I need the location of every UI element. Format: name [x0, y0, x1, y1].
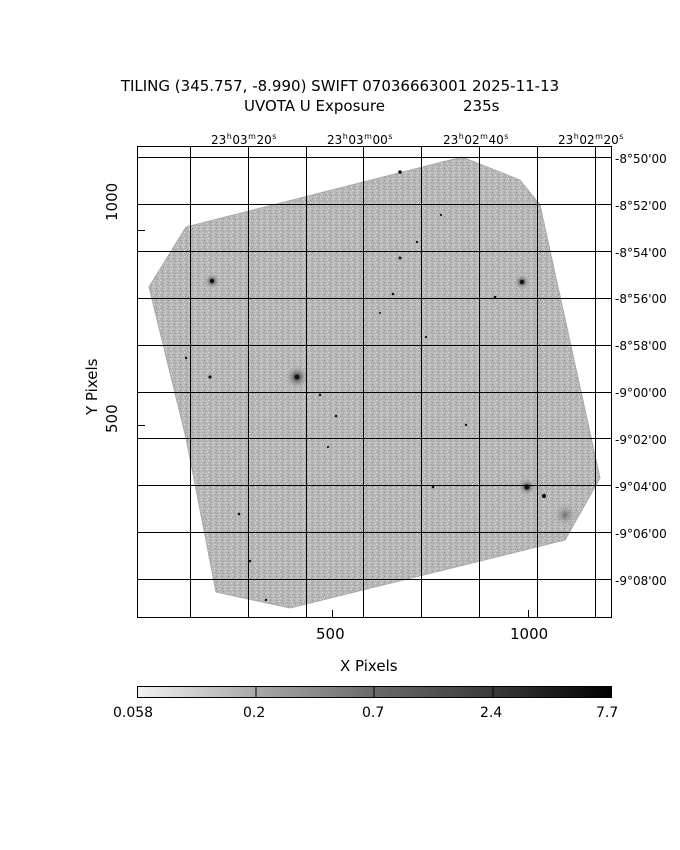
- dec-tick-label: -9°00'00: [615, 386, 667, 400]
- dec-tick-label: -9°08'00: [615, 574, 667, 588]
- ra-tick-label: 23h03m00s: [327, 132, 393, 147]
- ra-tick-label: 23h02m40s: [443, 132, 509, 147]
- dec-tick-label: -8°50'00: [615, 152, 667, 166]
- x-axis-label: X Pixels: [340, 657, 398, 675]
- x-tick-label: 1000: [510, 625, 549, 643]
- exposure-footprint: [148, 156, 601, 609]
- diffuse-source: [553, 503, 577, 527]
- colorbar-label: 0.2: [243, 705, 266, 721]
- colorbar-label: 2.4: [480, 705, 503, 721]
- exposure-label: UVOTA U Exposure: [244, 97, 385, 115]
- dec-tick-label: -9°04'00: [615, 480, 667, 494]
- x-tick-label: 500: [316, 625, 345, 643]
- ra-tick-label: 23h03m20s: [211, 132, 277, 147]
- dec-tick-label: -8°58'00: [615, 339, 667, 353]
- exposure-value: 235s: [463, 97, 500, 115]
- pixel-ticks: [137, 157, 612, 618]
- dec-tick-label: -9°02'00: [615, 433, 667, 447]
- dec-tick-label: -8°52'00: [615, 199, 667, 213]
- dec-tick-label: -8°54'00: [615, 246, 667, 260]
- dec-tick-label: -8°56'00: [615, 292, 667, 306]
- colorbar-label: 0.058: [113, 705, 154, 721]
- colorbar-label: 0.7: [362, 705, 385, 721]
- coordinate-grid: [137, 146, 612, 618]
- ra-tick-label: 23h02m20s: [558, 132, 624, 147]
- dec-tick-label: -9°06'00: [615, 527, 667, 541]
- image-title: TILING (345.757, -8.990) SWIFT 070366630…: [120, 77, 560, 95]
- plot-frame: [137, 146, 612, 618]
- colorbar-ticks: [255, 686, 494, 698]
- colorbar-label: 7.7: [596, 705, 619, 721]
